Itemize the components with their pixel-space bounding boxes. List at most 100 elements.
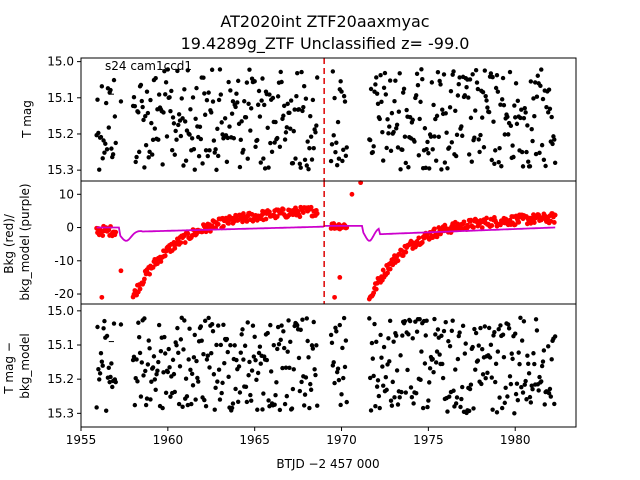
mag-point [240, 327, 245, 332]
mag-point [219, 120, 224, 125]
mag-point [186, 357, 191, 362]
mag-point [183, 158, 189, 163]
mag-point [387, 124, 392, 129]
mag-point [221, 322, 226, 327]
mag-point [530, 386, 535, 392]
mag-point [271, 342, 276, 348]
mag-point [307, 146, 312, 151]
mag-point [103, 141, 108, 146]
mag-point [194, 85, 199, 91]
mag-point [440, 107, 445, 112]
mag-point [137, 350, 143, 356]
mag-point [214, 167, 219, 173]
mag-point [308, 113, 313, 119]
mag-point [244, 399, 250, 405]
y-tick-label: 15.3 [47, 163, 74, 177]
bkg-point [373, 286, 379, 292]
mag-point [422, 126, 428, 131]
mag-point [410, 117, 415, 123]
mag-point [148, 397, 153, 402]
mag-point [423, 333, 428, 338]
mag-point [286, 318, 291, 323]
mag-point [97, 167, 102, 172]
mag-point [181, 347, 186, 352]
mag-point [486, 109, 492, 115]
mag-point [527, 394, 533, 400]
mag-point [268, 322, 273, 328]
mag-point [525, 353, 530, 358]
mag-point [519, 149, 525, 155]
mag-point [288, 98, 294, 103]
mag-point [169, 148, 175, 153]
mag-point [368, 86, 374, 92]
mag-point [484, 98, 489, 103]
mag-point [469, 159, 474, 164]
mag-point [462, 351, 468, 356]
mag-point [532, 114, 537, 119]
bkg-point [150, 265, 156, 270]
x-tick-label: 1980 [500, 433, 531, 447]
mag-point [185, 68, 191, 73]
mag-point [388, 148, 394, 154]
x-axis-label: BTJD −2 457 000 [276, 457, 379, 471]
mag-point [527, 164, 533, 169]
mag-point [134, 357, 139, 362]
mag-point [410, 336, 415, 341]
mag-point [441, 72, 447, 77]
mag-point [482, 68, 488, 73]
mag-point [549, 114, 554, 120]
mag-point [493, 361, 499, 367]
x-tick-label: 1975 [413, 433, 444, 447]
mag-point [480, 372, 486, 377]
mag-point [207, 365, 212, 370]
mag-point [401, 86, 407, 91]
mag-point [446, 339, 451, 344]
mag-point [338, 79, 343, 84]
mag-point [277, 407, 283, 413]
mag-point [399, 389, 404, 395]
mag-point [409, 395, 415, 400]
mag-point [533, 151, 539, 157]
mag-point [494, 410, 500, 415]
mag-point [369, 340, 375, 346]
mag-point [529, 383, 534, 388]
mag-point [460, 323, 466, 329]
mag-point [434, 349, 440, 354]
mag-point [183, 119, 188, 124]
mag-point [496, 159, 501, 165]
mag-point [457, 330, 462, 335]
mag-point [309, 157, 315, 162]
mag-point [272, 140, 277, 145]
mag-point [248, 392, 253, 398]
mag-point [507, 69, 513, 75]
mag-point [275, 324, 281, 330]
mag-point [486, 325, 492, 331]
mag-point [408, 385, 414, 390]
mag-point [136, 149, 142, 155]
mag-point [539, 67, 544, 72]
mag-point [533, 317, 539, 322]
mag-point [312, 367, 317, 372]
mag-point [249, 106, 254, 111]
mag-point [278, 337, 283, 343]
bkg-point [403, 249, 409, 255]
mag-point [297, 388, 303, 394]
mag-point [156, 322, 162, 328]
mag-point [315, 403, 320, 408]
mag-point [492, 329, 497, 335]
mag-point [453, 367, 458, 372]
mag-point [338, 402, 343, 408]
mag-point [426, 151, 431, 156]
mag-point [331, 133, 336, 138]
mag-point [178, 133, 184, 139]
mag-point [373, 403, 378, 409]
mag-point [276, 341, 282, 347]
mag-point [249, 398, 254, 403]
mag-point [497, 145, 502, 151]
mag-point [526, 159, 531, 164]
mag-point [386, 131, 391, 136]
mag-point [524, 397, 529, 402]
mag-point [498, 102, 503, 107]
mag-point [265, 330, 270, 336]
mag-point [290, 160, 296, 166]
